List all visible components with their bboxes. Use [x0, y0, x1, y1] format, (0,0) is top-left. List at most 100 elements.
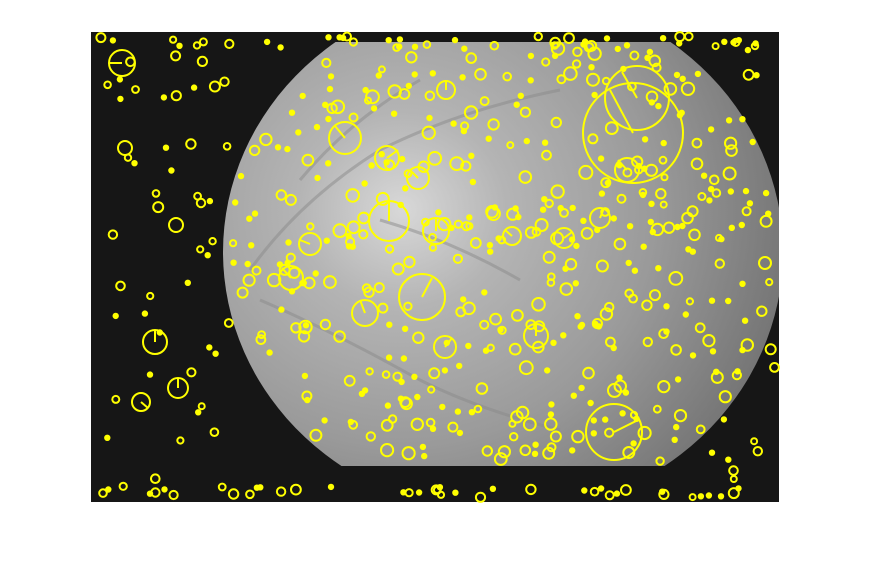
- feature: [585, 403, 643, 461]
- feature: [682, 311, 689, 318]
- feature: [146, 291, 155, 301]
- feature: [485, 205, 499, 219]
- feature: [604, 490, 615, 501]
- feature: [715, 233, 723, 242]
- feature: [587, 399, 594, 407]
- feature: [455, 306, 467, 318]
- feature: [569, 204, 576, 212]
- feature: [630, 440, 637, 447]
- feature: [425, 417, 436, 428]
- feature: [257, 484, 264, 491]
- feature: [109, 37, 117, 44]
- feature: [290, 483, 302, 496]
- feature: [718, 390, 732, 404]
- feature: [622, 167, 633, 178]
- feature: [411, 43, 419, 50]
- feature: [571, 59, 582, 69]
- feature: [640, 243, 647, 250]
- feature: [581, 487, 588, 494]
- feature: [740, 338, 754, 352]
- feature: [327, 483, 335, 491]
- feature: [563, 32, 575, 44]
- feature: [559, 282, 574, 296]
- feature: [161, 486, 168, 493]
- feature: [568, 236, 576, 243]
- feature: [112, 312, 119, 320]
- feature: [739, 280, 746, 287]
- feature: [541, 196, 548, 203]
- feature: [739, 346, 746, 354]
- feature: [142, 329, 168, 355]
- feature: [411, 373, 418, 380]
- feature: [487, 118, 500, 131]
- feature: [708, 449, 716, 456]
- feature: [251, 265, 262, 276]
- feature: [765, 278, 774, 287]
- feature: [570, 392, 577, 399]
- feature: [248, 242, 255, 249]
- feature: [385, 37, 392, 44]
- feature: [702, 334, 716, 348]
- feature: [330, 99, 346, 115]
- feature: [562, 265, 569, 272]
- feature: [347, 418, 354, 426]
- feature: [622, 389, 630, 396]
- feature: [411, 71, 418, 78]
- feature: [468, 409, 476, 416]
- feature: [700, 172, 708, 179]
- feature: [327, 73, 335, 80]
- feature: [663, 82, 678, 96]
- feature: [384, 402, 392, 409]
- feature: [452, 253, 463, 264]
- feature: [509, 432, 519, 442]
- feature: [614, 45, 621, 53]
- feature: [518, 360, 534, 376]
- feature: [387, 84, 402, 99]
- feature: [674, 223, 681, 231]
- feature: [578, 164, 594, 180]
- feature: [421, 452, 428, 460]
- feature: [622, 446, 636, 459]
- feature: [255, 334, 267, 346]
- feature: [635, 162, 643, 170]
- feature: [185, 138, 197, 150]
- feature: [592, 320, 599, 328]
- feature: [427, 385, 436, 394]
- feature: [660, 139, 667, 147]
- feature: [649, 289, 661, 302]
- feature: [123, 153, 133, 162]
- feature: [125, 56, 136, 68]
- feature: [131, 392, 151, 412]
- feature: [629, 50, 640, 61]
- feature: [414, 393, 421, 401]
- feature: [728, 224, 735, 232]
- feature: [380, 443, 395, 458]
- feature: [610, 215, 617, 222]
- feature: [348, 37, 358, 47]
- feature: [597, 155, 605, 162]
- feature: [429, 70, 436, 77]
- feature: [197, 402, 206, 411]
- feature: [468, 152, 475, 160]
- feature: [325, 160, 332, 167]
- feature: [195, 409, 202, 416]
- feature: [725, 117, 733, 124]
- feature: [357, 211, 371, 225]
- feature-points: [95, 31, 780, 503]
- feature: [688, 493, 697, 502]
- feature: [588, 64, 595, 71]
- feature: [321, 57, 332, 69]
- feature: [533, 31, 543, 42]
- feature: [398, 378, 405, 386]
- feature: [232, 199, 239, 206]
- feature: [729, 475, 738, 483]
- feature: [597, 485, 605, 492]
- feature: [549, 36, 562, 49]
- feature: [284, 145, 291, 153]
- feature: [620, 484, 632, 496]
- feature: [685, 246, 692, 253]
- feature: [412, 331, 425, 344]
- feature: [532, 340, 545, 354]
- feature: [448, 224, 455, 232]
- feature: [278, 306, 285, 313]
